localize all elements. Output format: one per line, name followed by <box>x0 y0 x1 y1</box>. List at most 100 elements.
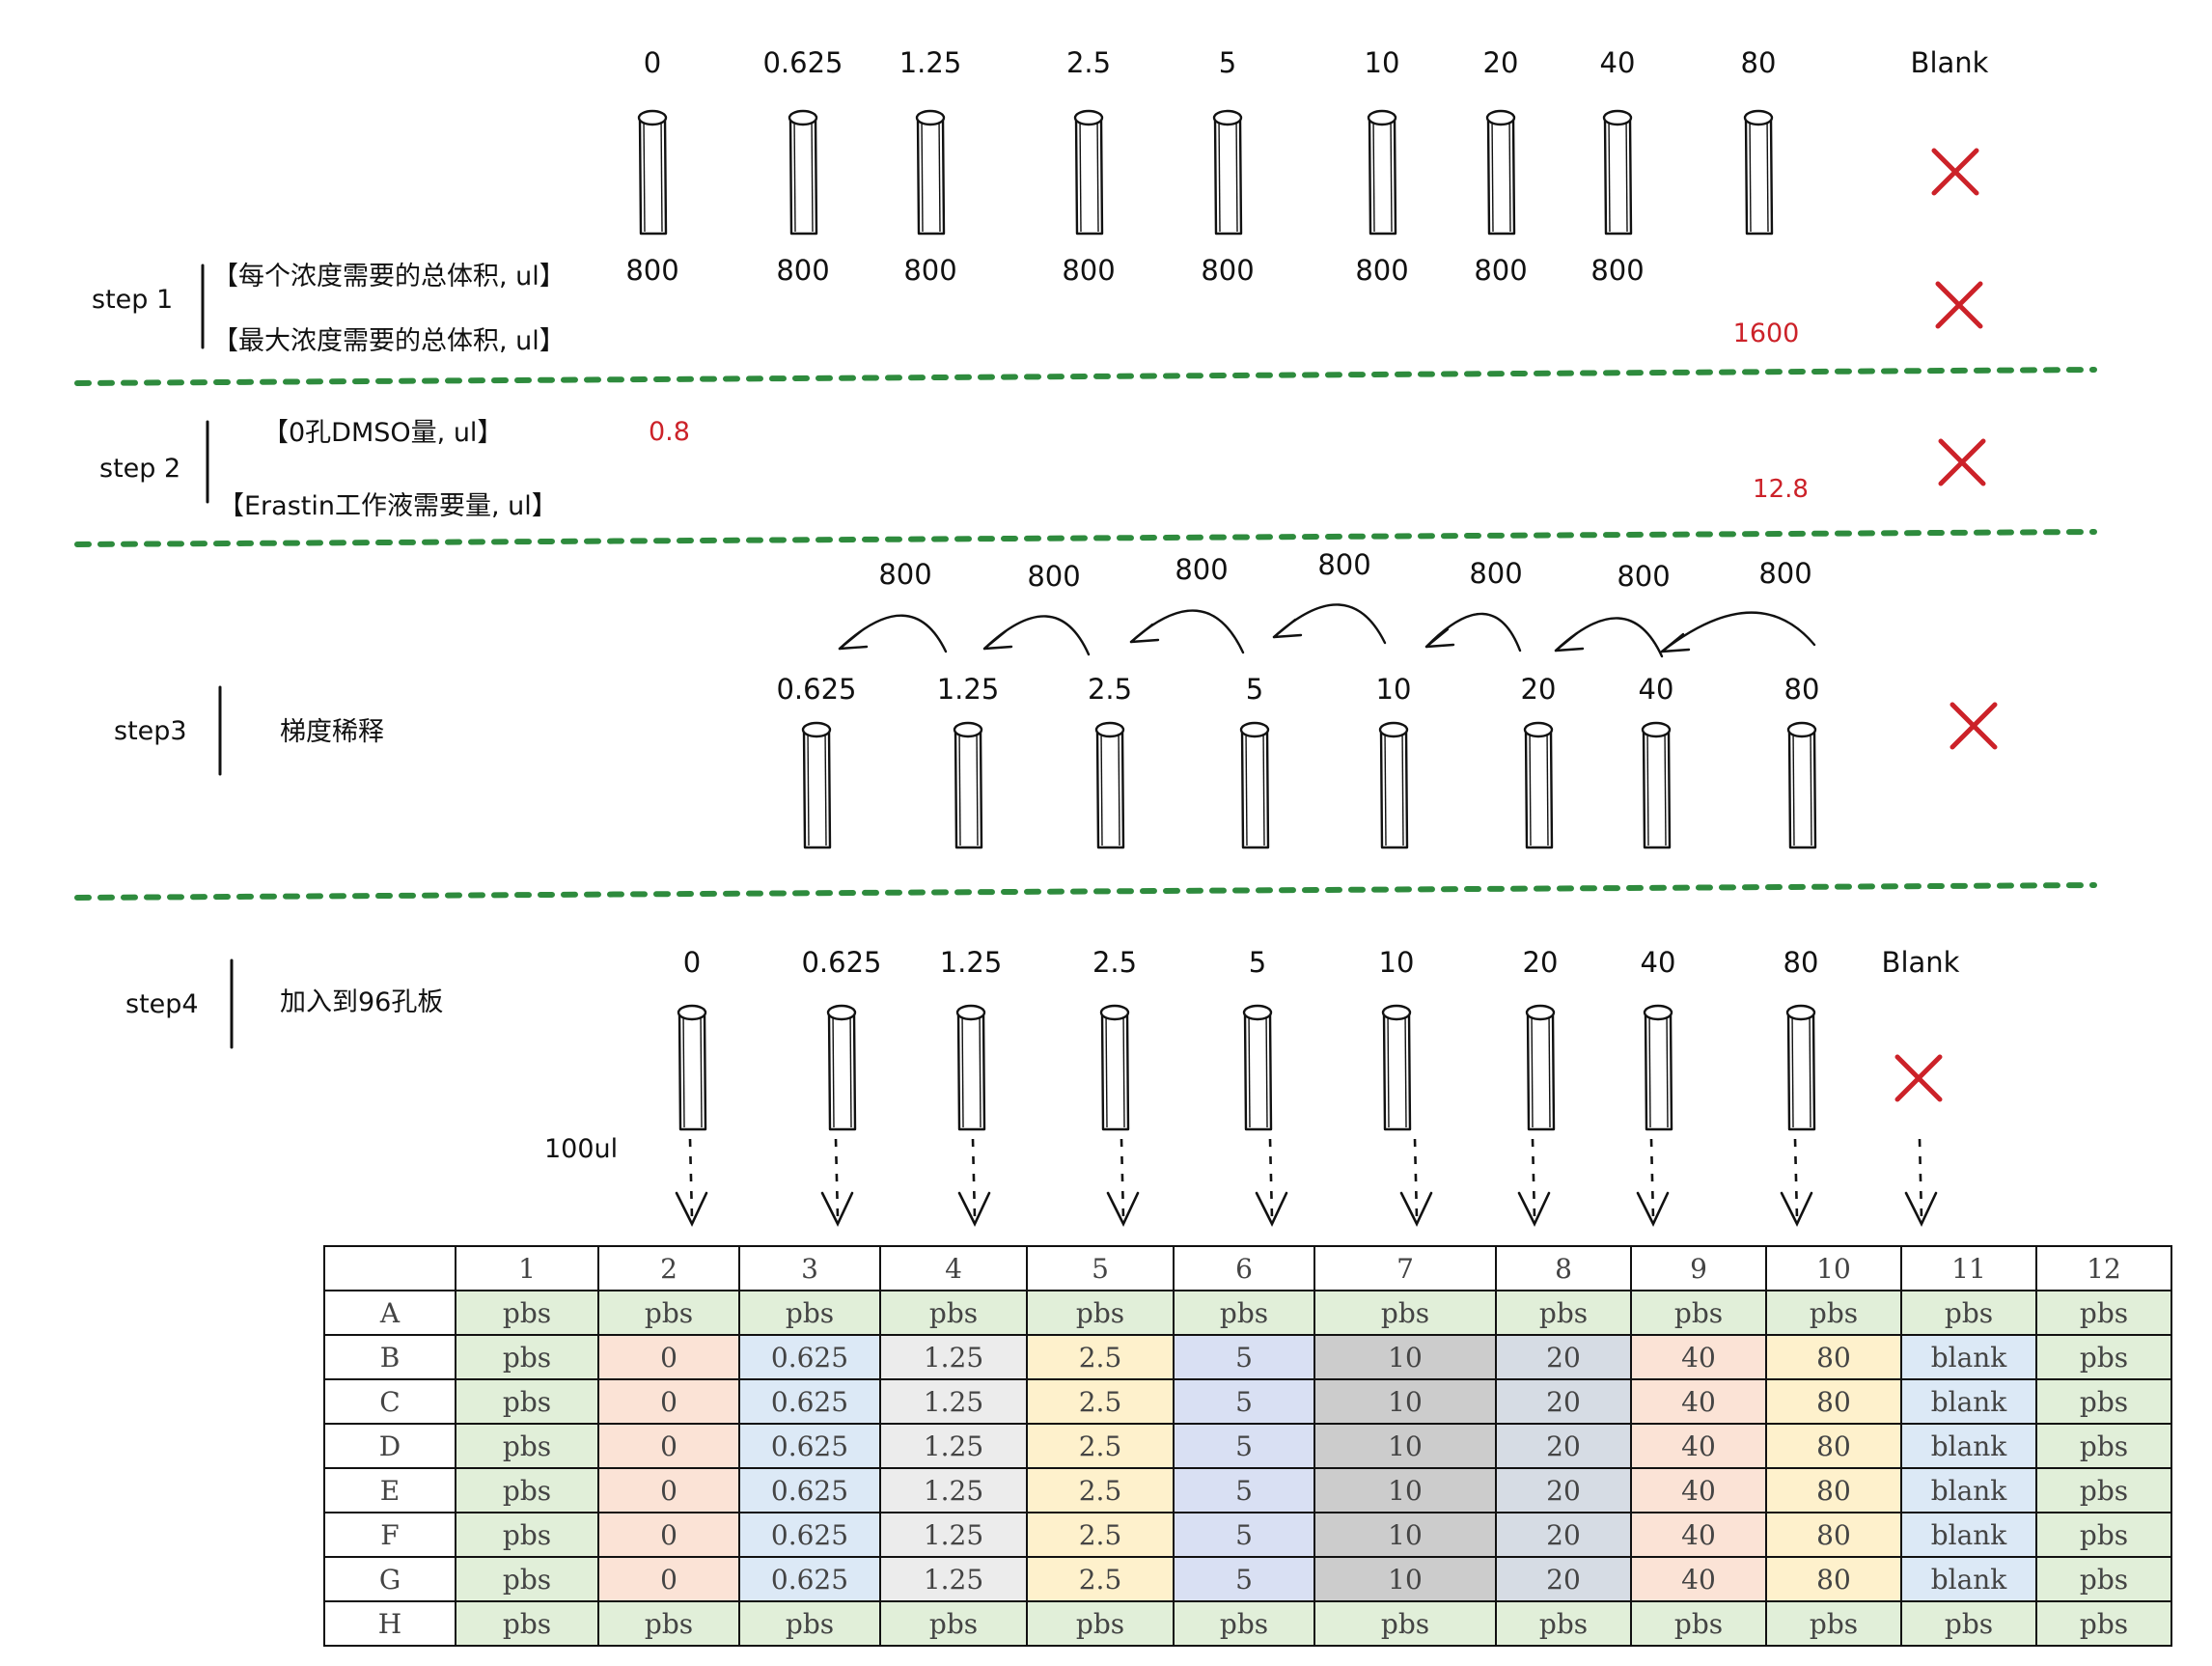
well-cell: 0 <box>597 1423 740 1469</box>
well-cell: 0.625 <box>738 1512 881 1558</box>
volume-label: 800 <box>1062 254 1116 287</box>
tube-icon <box>1786 721 1817 849</box>
plate-row-header: B <box>323 1334 456 1380</box>
arrowhead-icon <box>1660 632 1691 653</box>
well-cell: 40 <box>1630 1467 1767 1513</box>
volume-label: 800 <box>1201 254 1255 287</box>
arrowhead-icon <box>1904 1191 1938 1227</box>
concentration-label: 0.625 <box>776 673 857 706</box>
well-cell: 80 <box>1765 1556 1902 1602</box>
well-cell: pbs <box>1495 1290 1632 1336</box>
drop-arrow <box>1793 1138 1799 1219</box>
plate-column-header: 8 <box>1495 1245 1632 1291</box>
drop-arrow <box>834 1138 840 1219</box>
well-cell: 5 <box>1173 1556 1315 1602</box>
well-cell: 80 <box>1765 1334 1902 1380</box>
well-cell: pbs <box>738 1600 881 1647</box>
concentration-label: 80 <box>1783 946 1819 979</box>
tube-icon <box>1094 721 1125 849</box>
well-cell: pbs <box>1630 1290 1767 1336</box>
tube-icon <box>1367 109 1397 236</box>
cross-icon <box>1931 148 1979 196</box>
tube-icon <box>1785 1004 1816 1131</box>
arrowhead-icon <box>1106 1191 1140 1227</box>
well-cell: pbs <box>2035 1378 2172 1425</box>
arrowhead-icon <box>820 1191 854 1227</box>
well-cell: pbs <box>1630 1600 1767 1647</box>
well-cell: 5 <box>1173 1423 1315 1469</box>
concentration-label: 10 <box>1375 673 1412 706</box>
well-cell: 2.5 <box>1026 1556 1175 1602</box>
step2-row2-label: 【Erastin工作液需要量, ul】 <box>218 491 558 521</box>
well-cell: 0 <box>597 1512 740 1558</box>
concentration-label: 40 <box>1638 673 1674 706</box>
well-cell: 0.625 <box>738 1334 881 1380</box>
cross-icon <box>1949 702 1998 750</box>
well-cell: 80 <box>1765 1378 1902 1425</box>
well-cell: pbs <box>455 1378 599 1425</box>
plate-row-header: A <box>323 1290 456 1336</box>
well-cell: blank <box>1900 1378 2037 1425</box>
well-cell: pbs <box>1900 1290 2037 1336</box>
well-cell: 1.25 <box>879 1423 1028 1469</box>
well-cell: 2.5 <box>1026 1334 1175 1380</box>
tube-icon <box>826 1004 857 1131</box>
step1-row1-label: 【每个浓度需要的总体积, ul】 <box>212 262 566 292</box>
well-cell: pbs <box>738 1290 881 1336</box>
drop-arrow <box>1918 1138 1923 1219</box>
well-cell: 40 <box>1630 1512 1767 1558</box>
drop-arrow <box>688 1138 694 1219</box>
tube-icon <box>788 109 818 236</box>
well-cell: pbs <box>2035 1334 2172 1380</box>
well-cell: pbs <box>2035 1423 2172 1469</box>
concentration-label: 5 <box>1218 46 1237 79</box>
well-cell: 20 <box>1495 1467 1632 1513</box>
tube-icon <box>1743 109 1774 236</box>
arrowhead-icon <box>1780 1191 1813 1227</box>
well-cell: 10 <box>1313 1512 1497 1558</box>
transfer-volume-label: 800 <box>1175 553 1229 586</box>
well-cell: pbs <box>1313 1290 1497 1336</box>
well-cell: blank <box>1900 1467 2037 1513</box>
well-cell: 0.625 <box>738 1556 881 1602</box>
tube-icon <box>953 721 983 849</box>
arrowhead-icon <box>957 1191 991 1227</box>
well-cell: 10 <box>1313 1423 1497 1469</box>
well-cell: 0.625 <box>738 1467 881 1513</box>
arrow-icon <box>1660 611 1816 653</box>
arrowhead-icon <box>1399 1191 1433 1227</box>
drop-arrow <box>1268 1138 1274 1219</box>
step1-row2-label: 【最大浓度需要的总体积, ul】 <box>212 326 566 356</box>
step3-description: 梯度稀释 <box>280 717 384 747</box>
well-cell: pbs <box>1765 1290 1902 1336</box>
drop-arrow <box>1649 1138 1655 1219</box>
volume-label: 800 <box>903 254 957 287</box>
well-cell: 5 <box>1173 1512 1315 1558</box>
step4-description: 加入到96孔板 <box>280 987 444 1017</box>
plate-row-header: D <box>323 1423 456 1469</box>
well-cell: 10 <box>1313 1334 1497 1380</box>
concentration-label: 20 <box>1482 46 1519 79</box>
plate-row-header: C <box>323 1378 456 1425</box>
plate-row-header: F <box>323 1512 456 1558</box>
tube-icon <box>1242 1004 1273 1131</box>
well-cell: pbs <box>597 1600 740 1647</box>
well-cell: 5 <box>1173 1378 1315 1425</box>
arrowhead-icon <box>1272 618 1303 639</box>
concentration-label: 2.5 <box>1065 46 1112 79</box>
well-cell: 40 <box>1630 1423 1767 1469</box>
divider-line <box>74 882 2097 901</box>
divider-line <box>74 367 2097 386</box>
plate-row-header: E <box>323 1467 456 1513</box>
well-cell: pbs <box>455 1467 599 1513</box>
well-cell: 0.625 <box>738 1423 881 1469</box>
well-cell: pbs <box>455 1423 599 1469</box>
well-cell: pbs <box>2035 1290 2172 1336</box>
arrowhead-icon <box>675 1191 708 1227</box>
concentration-label: 2.5 <box>1087 673 1133 706</box>
transfer-volume-label: 100ul <box>544 1134 619 1164</box>
tube-icon <box>637 109 668 236</box>
